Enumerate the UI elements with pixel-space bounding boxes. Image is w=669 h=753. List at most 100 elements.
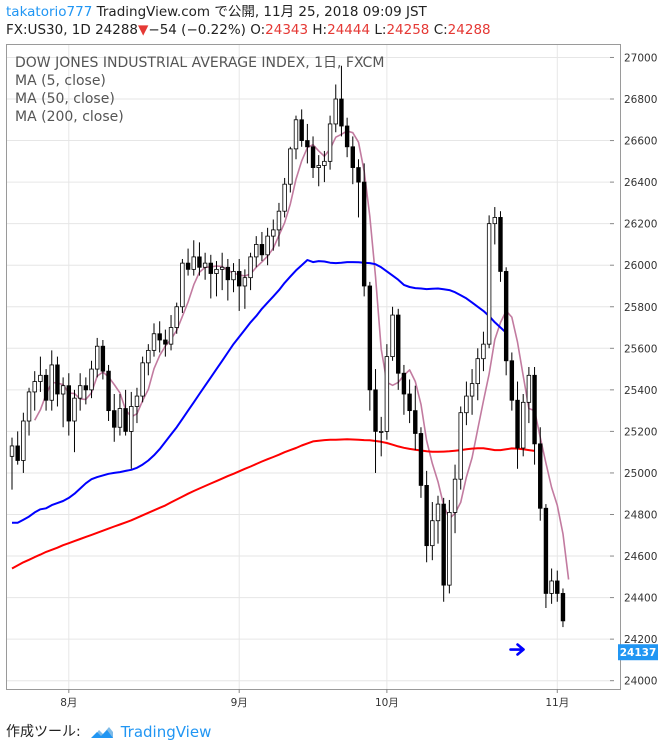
legend-ma50: MA (50, close) (15, 91, 115, 107)
candle-body (543, 507, 549, 594)
candle (481, 331, 486, 372)
candle (202, 252, 208, 280)
candle (112, 394, 117, 442)
candle-body (447, 512, 452, 586)
y-tick-label: 26800 (624, 94, 657, 106)
candle (378, 416, 384, 457)
candle-body (129, 406, 134, 432)
header-line-2: FX:US30, 1D 24288▼−54 (−0.22%) O:24343 H… (6, 21, 491, 39)
candle (236, 258, 242, 311)
candle-body (435, 503, 441, 522)
author-link[interactable]: takatorio777 (6, 4, 93, 20)
candle-body (77, 385, 83, 399)
candle-body (225, 266, 231, 281)
candle (100, 339, 106, 380)
candle-body (248, 256, 253, 279)
candle-body (350, 146, 355, 168)
candle (486, 215, 492, 349)
candle (9, 437, 15, 490)
y-tick-label: 25400 (624, 385, 657, 397)
candle-body (66, 385, 71, 422)
candle (293, 115, 299, 160)
candle (106, 364, 111, 422)
tradingview-brand-link[interactable]: TradingView (120, 723, 212, 741)
candle-body (413, 410, 418, 434)
candle-body (441, 503, 446, 586)
candle (469, 369, 475, 415)
y-tick-label: 25800 (624, 302, 657, 314)
candle-body (83, 385, 89, 391)
candle-body (407, 393, 412, 412)
tradingview-cloud-icon[interactable] (89, 724, 115, 740)
candle (367, 281, 373, 411)
candle-body (89, 368, 94, 391)
candle-body (72, 397, 77, 422)
candle-body (384, 356, 390, 432)
candle-body (322, 160, 327, 166)
candle (503, 267, 509, 376)
candle-body (191, 256, 196, 270)
x-tick-label: 8月 (60, 697, 77, 709)
candle-body (498, 217, 503, 272)
y-tick-label: 27000 (624, 52, 657, 64)
series-line-ma50 (12, 259, 507, 524)
candle (549, 568, 554, 604)
y-tick-label: 24000 (624, 676, 657, 688)
candle-body (344, 125, 350, 148)
candle-body (26, 391, 32, 422)
candle (123, 389, 128, 436)
chart-title: DOW JONES INDUSTRIAL AVERAGE INDEX, 1日, … (15, 55, 384, 71)
candle-body (21, 420, 26, 461)
candle (60, 377, 66, 428)
legend: DOW JONES INDUSTRIAL AVERAGE INDEX, 1日, … (15, 55, 384, 125)
candle-body (481, 343, 486, 360)
candle (77, 373, 83, 411)
candle-body (390, 314, 395, 358)
candle-body (55, 364, 60, 395)
candle-body (378, 430, 384, 433)
y-tick-label: 25000 (624, 468, 657, 480)
candle (21, 412, 26, 473)
candle (72, 389, 77, 453)
candle-body (327, 123, 333, 162)
candle (396, 308, 401, 390)
high-value: 24444 (327, 22, 371, 38)
candle (538, 427, 543, 521)
candle-body (361, 181, 367, 287)
candle-body (38, 374, 43, 382)
axis-layer: 24000 24200 24400 24600 24800 25000 25200 25400… (60, 52, 657, 709)
candle-body (396, 314, 401, 374)
candle (305, 123, 310, 164)
candle-body (151, 333, 157, 351)
candle (83, 377, 89, 405)
header-line-1: takatorio777 TradingView.com で公開, 11月 25… (6, 3, 491, 21)
candle (271, 219, 276, 251)
high-label: H: (312, 22, 328, 38)
candle (163, 329, 168, 357)
candle (452, 464, 458, 534)
candle (180, 258, 185, 313)
candle (418, 427, 424, 498)
candle (276, 202, 282, 247)
candle (430, 502, 435, 561)
candle-body (339, 98, 344, 127)
candle-body (299, 119, 304, 141)
open-value: 24343 (265, 22, 309, 38)
series-line-ma200 (11, 438, 535, 570)
candle (521, 394, 526, 457)
candle (66, 373, 71, 436)
symbol-timeframe: FX:US30, 1D (6, 22, 91, 38)
candle-body (254, 244, 259, 258)
candle (254, 236, 259, 268)
candle-body (549, 580, 554, 594)
candle-body (231, 271, 236, 281)
candle-body (458, 412, 463, 480)
candle-body (373, 389, 378, 432)
candle (322, 150, 327, 183)
candle (117, 394, 123, 436)
candle (174, 302, 179, 334)
candle (475, 348, 480, 401)
candle-body (515, 399, 520, 449)
chart-canvas[interactable]: 24000 24200 24400 24600 24800 25000 25200 25400… (0, 0, 669, 720)
candle-body (503, 271, 509, 362)
